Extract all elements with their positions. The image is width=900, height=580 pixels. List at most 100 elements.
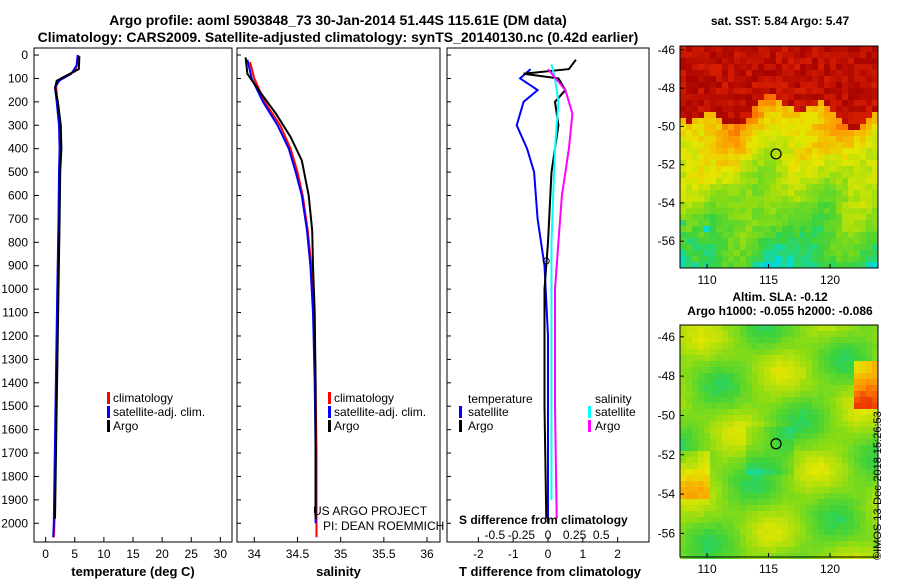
sla-cell: [788, 385, 794, 391]
sla-cell: [734, 553, 740, 559]
sst-cell: [836, 172, 842, 178]
sla-cell: [824, 481, 830, 487]
sla-cell: [800, 397, 806, 403]
sst-cell: [800, 208, 806, 214]
sla-cell: [800, 535, 806, 541]
sst-cell: [824, 88, 830, 94]
sla-cell: [860, 541, 866, 547]
sst-cell: [692, 70, 698, 76]
sla-cell: [722, 457, 728, 463]
sla-cell: [836, 457, 842, 463]
sla-cell: [776, 457, 782, 463]
sst-cell: [752, 202, 758, 208]
sst-cell: [686, 148, 692, 154]
sst-cell: [770, 142, 776, 148]
sst-cell: [752, 70, 758, 76]
sst-cell: [710, 118, 716, 124]
sla-cell: [686, 385, 692, 391]
sst-cell: [758, 46, 764, 52]
sla-cell: [806, 523, 812, 529]
sst-cell: [716, 166, 722, 172]
sst-cell: [740, 232, 746, 238]
sst-cell: [788, 172, 794, 178]
sst-cell: [770, 76, 776, 82]
sst-cell: [842, 256, 848, 262]
sla-cell: [680, 475, 686, 481]
sst-cell: [764, 100, 770, 106]
sst-cell: [818, 178, 824, 184]
sla-cell: [716, 367, 722, 373]
sst-cell: [746, 76, 752, 82]
sst-cell: [800, 130, 806, 136]
sst-cell: [812, 250, 818, 256]
sla-cell: [812, 415, 818, 421]
sst-cell: [710, 184, 716, 190]
sst-cell: [746, 46, 752, 52]
sst-cell: [830, 208, 836, 214]
sst-cell: [734, 190, 740, 196]
lon-tick-label: 115: [759, 562, 778, 576]
sla-cell: [836, 427, 842, 433]
sst-cell: [872, 148, 878, 154]
sst-cell: [836, 226, 842, 232]
sst-cell: [800, 52, 806, 58]
sst-cell: [764, 94, 770, 100]
sla-cell: [746, 445, 752, 451]
sst-cell: [800, 94, 806, 100]
sst-cell: [758, 244, 764, 250]
sla-cell: [752, 493, 758, 499]
sla-cell: [740, 325, 746, 331]
sla-cell: [866, 475, 872, 481]
sla-cell: [860, 373, 866, 379]
sla-cell: [764, 391, 770, 397]
sla-cell: [698, 499, 704, 505]
sst-cell: [710, 196, 716, 202]
x-tick-label: 36: [420, 547, 434, 561]
sla-cell: [692, 361, 698, 367]
sst-cell: [788, 52, 794, 58]
sst-cell: [686, 112, 692, 118]
sst-cell: [794, 94, 800, 100]
sst-cell: [830, 184, 836, 190]
sla-map-title-line2: Argo h1000: -0.055 h2000: -0.086: [687, 304, 873, 318]
sst-cell: [722, 118, 728, 124]
sst-cell: [872, 154, 878, 160]
sst-cell: [818, 172, 824, 178]
sla-cell: [860, 457, 866, 463]
sla-cell: [836, 541, 842, 547]
sst-cell: [776, 118, 782, 124]
sla-cell: [704, 415, 710, 421]
legend-label-satellite: satellite-adj. clim.: [334, 405, 426, 419]
sla-cell: [860, 427, 866, 433]
sla-cell: [824, 397, 830, 403]
sst-cell: [848, 136, 854, 142]
sst-cell: [740, 52, 746, 58]
sla-cell: [770, 541, 776, 547]
sla-cell: [806, 337, 812, 343]
sla-cell: [722, 547, 728, 553]
sla-cell: [836, 517, 842, 523]
sla-cell: [716, 385, 722, 391]
sla-cell: [860, 331, 866, 337]
sla-cell: [740, 427, 746, 433]
sla-cell: [776, 343, 782, 349]
sst-cell: [800, 226, 806, 232]
sla-cell: [806, 541, 812, 547]
sst-cell: [692, 160, 698, 166]
sla-cell: [860, 349, 866, 355]
sst-cell: [842, 220, 848, 226]
sla-cell: [680, 379, 686, 385]
sst-cell: [680, 94, 686, 100]
sst-cell: [794, 130, 800, 136]
sst-cell: [692, 214, 698, 220]
sst-cell: [692, 106, 698, 112]
sst-cell: [842, 232, 848, 238]
sst-cell: [758, 166, 764, 172]
sst-cell: [788, 166, 794, 172]
sla-cell: [686, 355, 692, 361]
sla-cell: [752, 331, 758, 337]
sla-cell: [764, 397, 770, 403]
sla-cell: [866, 445, 872, 451]
sla-cell: [830, 421, 836, 427]
sla-cell: [788, 445, 794, 451]
